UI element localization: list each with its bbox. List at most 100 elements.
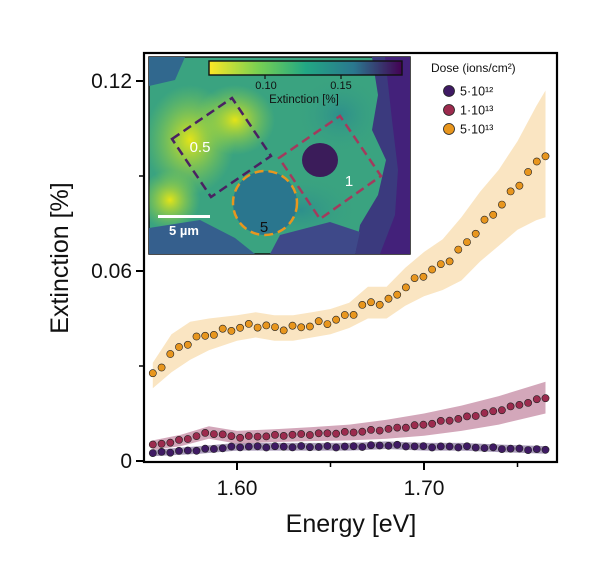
data-point [410, 442, 419, 451]
data-point [445, 416, 454, 425]
data-point [375, 426, 384, 435]
data-point [157, 363, 166, 372]
data-point [463, 412, 471, 421]
series-3-points [148, 152, 550, 378]
data-point [279, 431, 288, 440]
data-point [253, 323, 262, 332]
legend-label-1: 5·10¹² [460, 85, 493, 99]
data-point [393, 423, 402, 432]
data-point [262, 432, 271, 441]
data-point [541, 445, 550, 454]
data-point [148, 449, 157, 457]
data-point [428, 265, 436, 274]
data-point [506, 187, 515, 196]
x-tick-label: 1.60 [217, 477, 258, 500]
data-point [515, 444, 524, 453]
data-point [253, 442, 262, 451]
data-point [489, 407, 498, 416]
data-point [480, 215, 489, 224]
data-point [445, 257, 454, 266]
data-point [349, 428, 358, 437]
data-point [236, 323, 244, 332]
region-low-dose [170, 96, 273, 199]
data-point [323, 429, 332, 438]
data-point [227, 442, 236, 451]
data-point [480, 444, 489, 452]
legend-title: Dose (ions/cm²) [431, 61, 516, 75]
data-point [506, 444, 515, 453]
x-axis-ticks: 1.60 1.70 [217, 462, 519, 500]
legend: Dose (ions/cm²) 5·10¹² 1·10¹³ 5·10¹³ [431, 61, 516, 137]
error-band-series-3 [152, 90, 546, 389]
inset-map: 0.10 0.15 Extinction [%] 0.5 1 5 5 µm [148, 56, 411, 255]
data-point [262, 443, 271, 452]
data-point [297, 323, 306, 332]
data-point [314, 443, 323, 451]
data-point [401, 423, 410, 432]
scale-bar [158, 215, 210, 218]
legend-label-2: 1·10¹³ [460, 104, 493, 118]
y-axis-ticks: 0 0.06 0.12 [91, 70, 144, 473]
data-point [358, 427, 367, 436]
data-point [192, 332, 201, 341]
data-point [384, 441, 393, 450]
data-point [279, 326, 288, 335]
data-point [393, 440, 402, 449]
data-point [340, 311, 349, 319]
region-mid-dose-label: 1 [345, 173, 353, 190]
data-point [279, 442, 288, 451]
data-point [323, 442, 332, 450]
data-points [148, 152, 550, 457]
data-point [297, 430, 306, 438]
data-point [428, 443, 436, 452]
data-point [166, 448, 175, 457]
data-point [410, 274, 419, 282]
data-point [497, 445, 506, 453]
series-2-points [148, 394, 550, 449]
data-point [532, 157, 541, 166]
data-point [175, 446, 183, 455]
data-point [419, 442, 428, 450]
data-point [166, 350, 175, 358]
data-point [297, 442, 306, 450]
data-point [515, 400, 524, 409]
series-1-points [148, 440, 550, 457]
data-point [227, 432, 236, 440]
data-point [201, 331, 210, 340]
data-point [148, 440, 157, 449]
data-point [524, 446, 532, 454]
data-point [157, 447, 166, 456]
legend-marker-2 [443, 104, 455, 116]
data-point [436, 442, 445, 451]
data-point [367, 441, 375, 450]
data-point [332, 315, 340, 324]
region-mid-dose [277, 114, 383, 221]
data-point [201, 428, 210, 437]
data-point [358, 300, 367, 309]
data-point [175, 343, 183, 351]
data-point [349, 310, 358, 319]
data-point [436, 260, 445, 268]
data-point [497, 406, 506, 415]
data-point [532, 445, 541, 453]
data-point [454, 245, 463, 254]
y-tick-label: 0.06 [91, 260, 132, 283]
data-point [218, 444, 227, 453]
data-point [367, 298, 375, 307]
data-point [393, 290, 402, 299]
colorbar-label: Extinction [%] [269, 94, 339, 106]
x-axis-label: Energy [eV] [286, 510, 417, 538]
y-tick-label: 0.12 [91, 70, 132, 93]
data-point [489, 210, 498, 219]
colorbar-tick-high: 0.15 [330, 80, 351, 92]
data-point [244, 442, 253, 451]
data-point [436, 416, 445, 425]
data-point [148, 369, 157, 378]
data-point [271, 442, 279, 451]
data-point [428, 419, 436, 428]
x-tick-label: 1.70 [404, 477, 445, 500]
data-point [192, 432, 201, 440]
data-point [454, 414, 463, 423]
data-point [375, 300, 384, 309]
data-point [314, 317, 323, 326]
